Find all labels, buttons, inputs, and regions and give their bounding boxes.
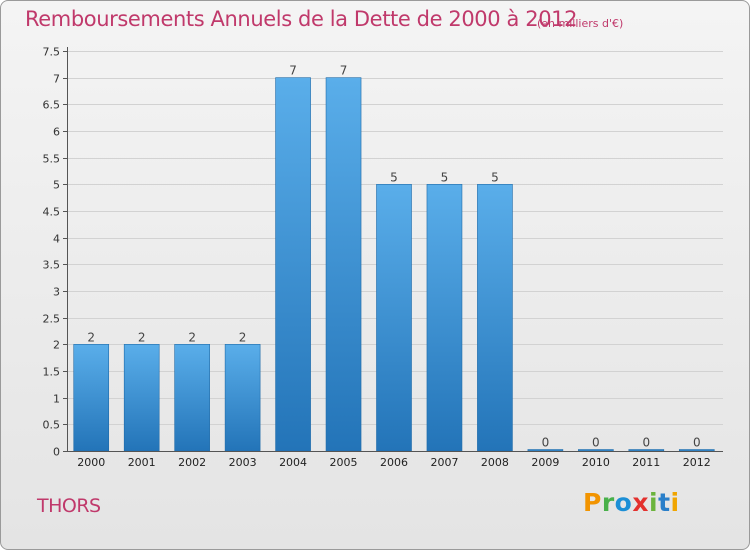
commune-name: THORS — [37, 495, 101, 517]
data-label: 2 — [138, 330, 146, 344]
data-label: 7 — [340, 64, 348, 78]
bar — [678, 449, 715, 452]
x-tick-label: 2010 — [582, 456, 610, 469]
y-tick-label: 6.5 — [43, 99, 61, 112]
data-label: 0 — [693, 436, 701, 450]
bar — [73, 344, 110, 452]
y-tick-label: 2 — [53, 339, 60, 352]
data-label: 0 — [542, 436, 550, 450]
x-tick-label: 2001 — [128, 456, 156, 469]
logo-letter: i — [670, 488, 680, 517]
bar — [123, 344, 160, 452]
y-tick-label: 4 — [53, 233, 60, 246]
bar — [275, 77, 311, 452]
data-label: 5 — [491, 170, 499, 184]
bar — [325, 77, 362, 452]
data-label: 5 — [390, 170, 398, 184]
y-tick-label: 1 — [53, 393, 60, 406]
y-tick-label: 0 — [53, 446, 60, 459]
x-tick-label: 2008 — [481, 456, 509, 469]
data-label: 5 — [441, 170, 449, 184]
bar — [628, 449, 665, 452]
x-tick-label: 2000 — [77, 456, 105, 469]
x-tick-label: 2012 — [683, 456, 711, 469]
x-tick-label: 2009 — [531, 456, 559, 469]
bar — [224, 344, 261, 452]
y-tick-label: 1.5 — [43, 366, 61, 379]
x-tick-label: 2005 — [330, 456, 358, 469]
chart-unit: (en milliers d'€) — [537, 17, 624, 30]
data-label: 2 — [239, 330, 247, 344]
y-tick-label: 0.5 — [43, 419, 61, 432]
y-tick-label: 7.5 — [43, 46, 61, 59]
data-label: 7 — [289, 64, 297, 78]
bar — [376, 184, 412, 452]
y-tick-label: 3 — [53, 286, 60, 299]
data-label: 0 — [592, 436, 600, 450]
bar — [174, 344, 210, 452]
x-tick-label: 2011 — [632, 456, 660, 469]
data-label: 2 — [87, 330, 95, 344]
logo-letter: i — [649, 488, 659, 517]
data-label: 2 — [188, 330, 196, 344]
y-tick-label: 5.5 — [43, 153, 61, 166]
x-tick-label: 2002 — [178, 456, 206, 469]
bar — [477, 184, 513, 452]
x-tick-label: 2007 — [430, 456, 458, 469]
y-tick-label: 3.5 — [43, 259, 61, 272]
y-tick-label: 6 — [53, 126, 60, 139]
logo-letter: t — [658, 488, 671, 517]
x-tick-label: 2004 — [279, 456, 307, 469]
chart-title: Remboursements Annuels de la Dette de 20… — [25, 7, 578, 31]
bar — [578, 449, 614, 452]
bar — [426, 184, 463, 452]
y-tick-label: 5 — [53, 179, 60, 192]
y-tick-label: 4.5 — [43, 206, 61, 219]
bar — [527, 449, 564, 452]
logo-letter: o — [614, 488, 633, 517]
y-tick-label: 7 — [53, 73, 60, 86]
logo-letter: x — [632, 488, 649, 517]
y-tick-label: 2.5 — [43, 313, 61, 326]
proxiti-logo: Proxiti — [583, 488, 680, 517]
logo-letter: r — [601, 488, 615, 517]
logo-letter: P — [583, 488, 602, 517]
x-tick-label: 2003 — [229, 456, 257, 469]
data-label: 0 — [642, 436, 650, 450]
x-tick-label: 2006 — [380, 456, 408, 469]
